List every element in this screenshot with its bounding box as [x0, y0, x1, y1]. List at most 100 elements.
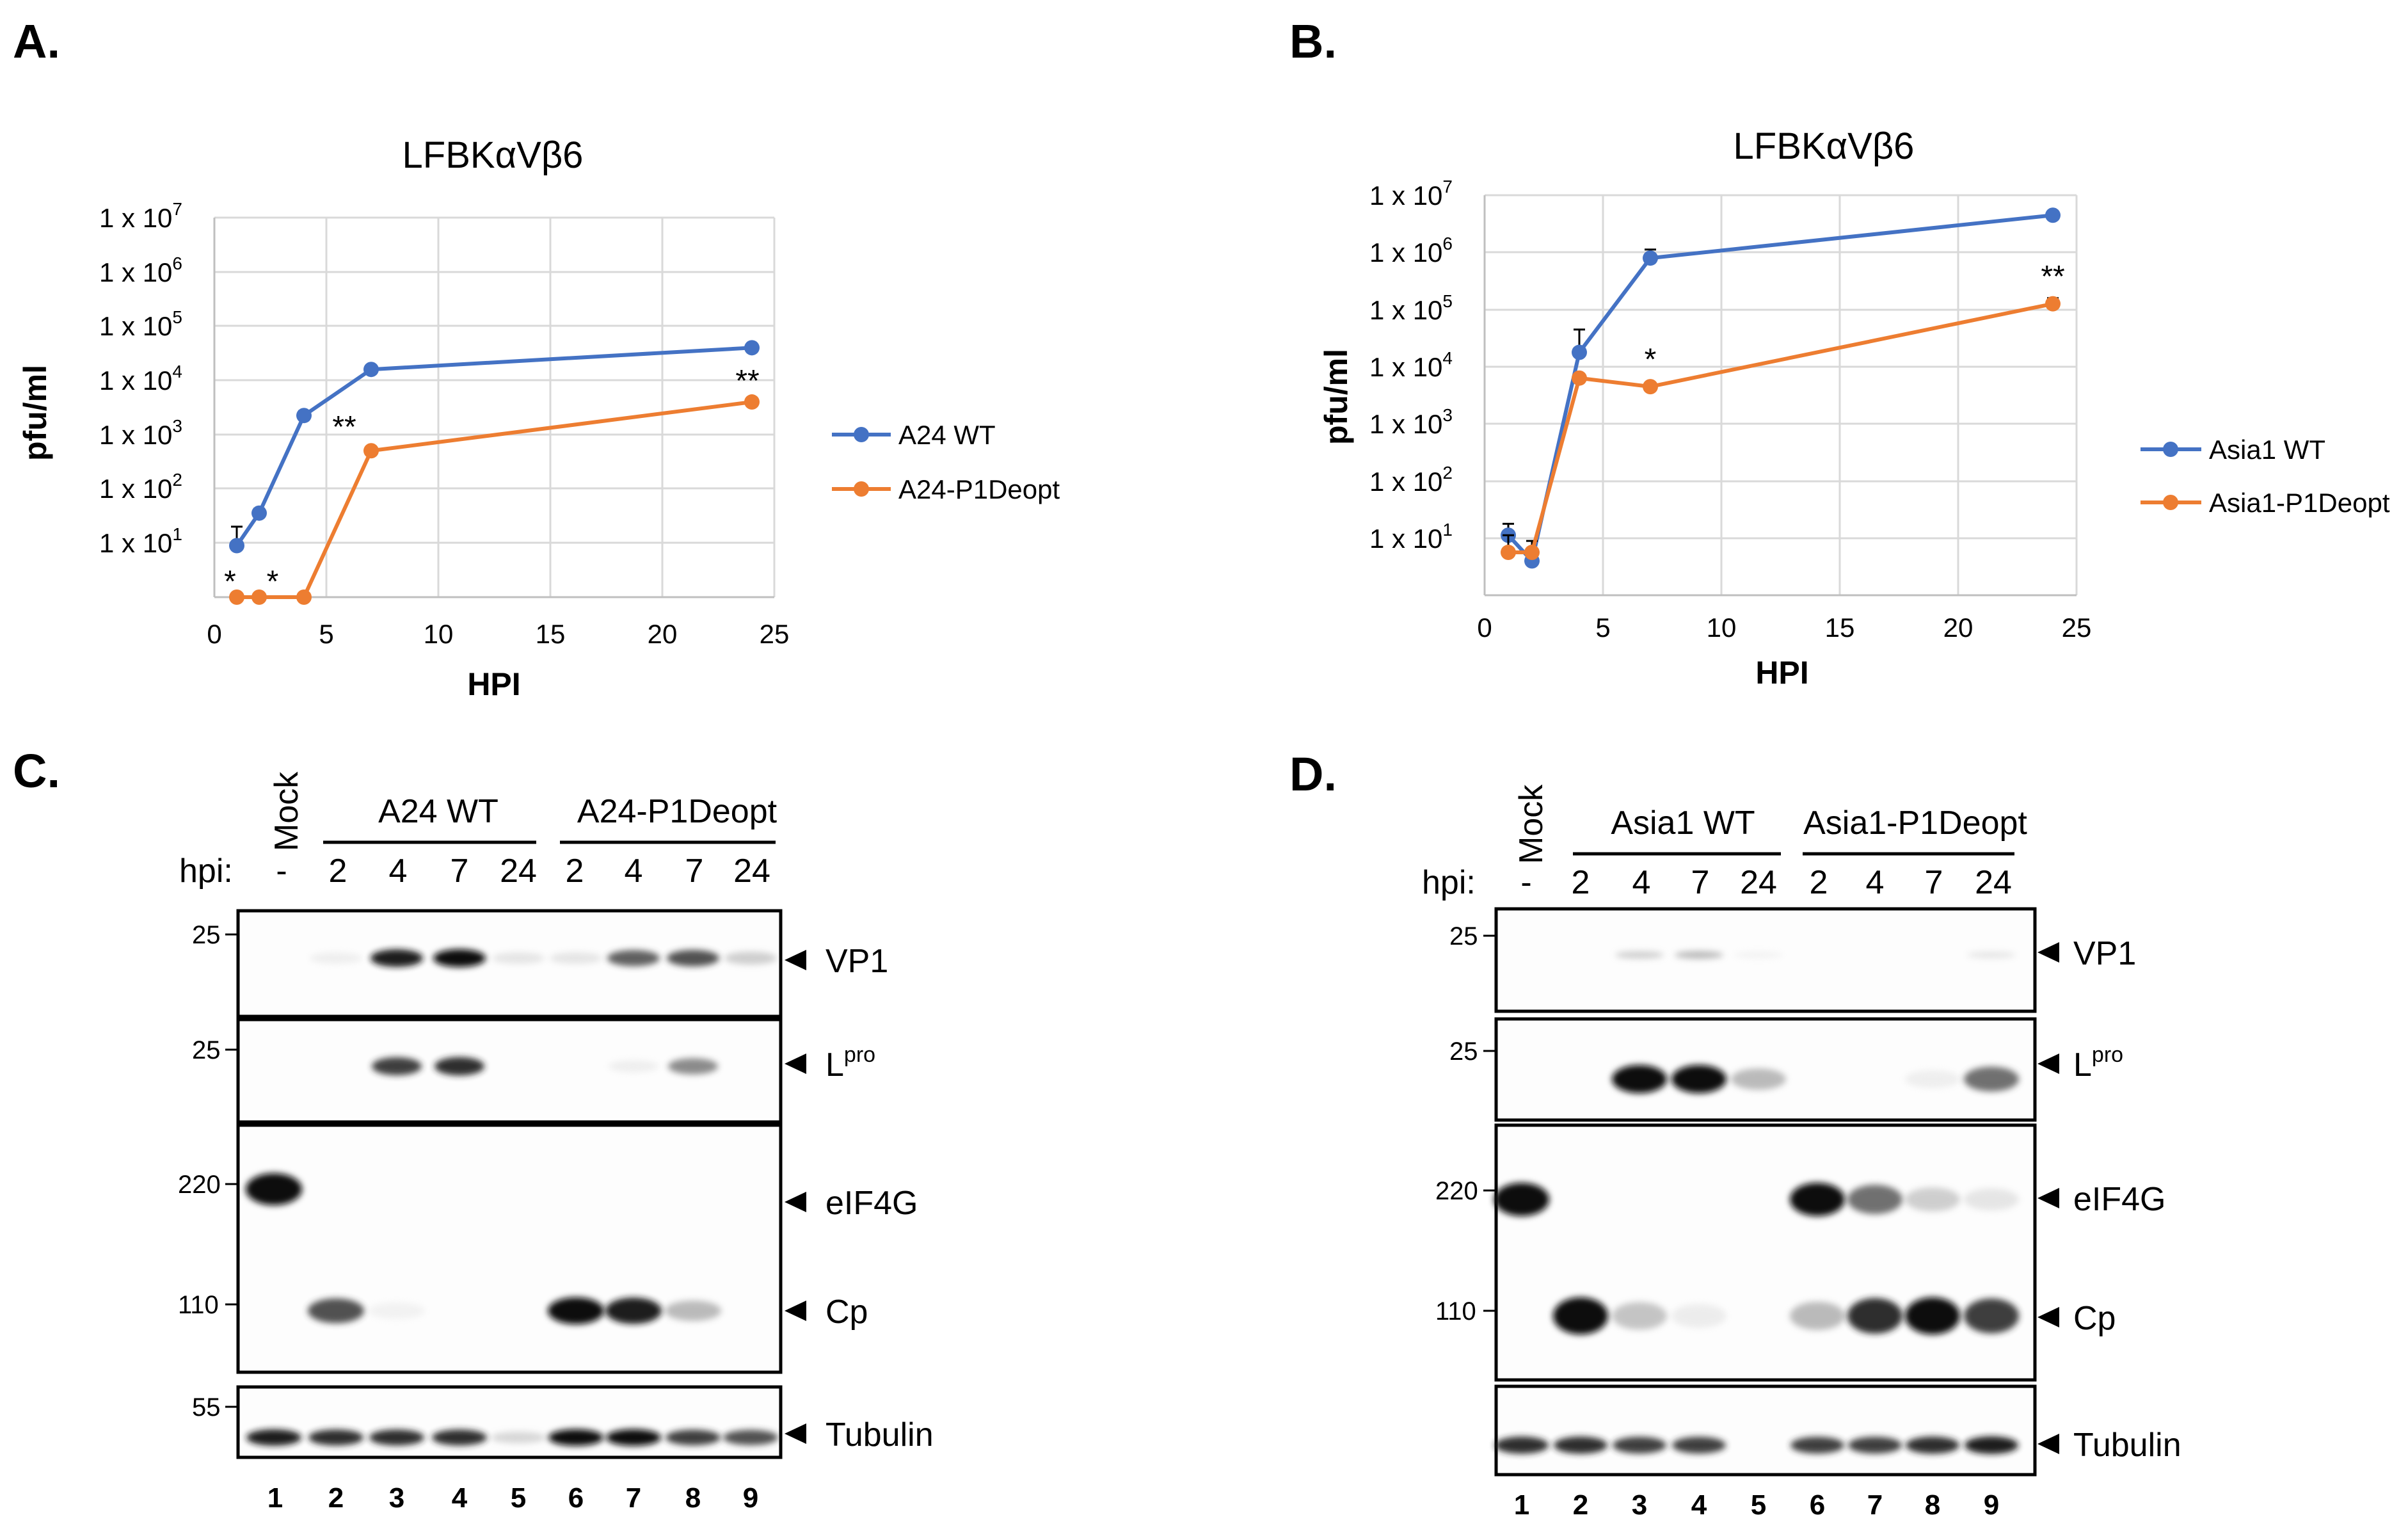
band-cp	[1612, 1302, 1667, 1330]
band-tubulin	[491, 1431, 546, 1444]
chart-a-significance-mark: **	[332, 410, 356, 444]
lane-number: 3	[389, 1482, 404, 1514]
chart-a-xtick-label: 20	[648, 619, 678, 649]
chart-a-xtick-label: 5	[319, 619, 333, 649]
lane-number: 5	[1751, 1489, 1766, 1521]
band-cp	[605, 1297, 662, 1324]
label-tubulin: Tubulin	[2073, 1427, 2181, 1464]
chart-a-ytick-label: 1 x 105	[99, 307, 182, 341]
band-vp1	[667, 950, 719, 966]
chart-b-ylabel: pfu/ml	[1318, 349, 1354, 445]
chart-a-point-0	[363, 362, 379, 378]
chart-a-significance-mark: *	[224, 565, 236, 599]
lane-number: 6	[568, 1482, 584, 1514]
label-vp1: VP1	[825, 943, 888, 980]
band-row	[1553, 1297, 2019, 1334]
chart-b-title: LFBKαVβ6	[1734, 125, 1915, 167]
mock-label: Mock	[268, 771, 305, 851]
chart-a-point-0	[229, 538, 244, 554]
chart-b-series-line-0	[1506, 213, 2053, 563]
chart-a-ytick-label: 1 x 102	[99, 470, 182, 504]
panel-d: D. Mock Asia1 WT Asia1-P1Deopt hpi: - 2 …	[1289, 748, 2181, 1521]
chart-a-significance-mark: *	[267, 565, 279, 599]
band-row	[246, 1173, 302, 1205]
time-label: 2	[1810, 864, 1828, 901]
lane-number: 6	[1810, 1489, 1825, 1521]
chart-b-xtick-label: 20	[1943, 613, 1973, 643]
band-cp	[665, 1301, 721, 1321]
band-lpro	[1905, 1070, 1960, 1088]
band-eif4g	[1964, 1188, 2019, 1211]
band-cp	[1790, 1301, 1845, 1331]
lane-number: 1	[1514, 1489, 1529, 1521]
lane-number: 4	[1691, 1489, 1707, 1521]
chart-b-xtick-labels: 0 5 10 15 20 25	[1477, 613, 2091, 643]
band-row	[1495, 1436, 2018, 1454]
band-tubulin	[1495, 1436, 1549, 1454]
chart-a-ytick-label: 1 x 104	[99, 362, 182, 396]
panel-b: B. LFBKαVβ6 1 x 101 1 x 10	[1289, 15, 2390, 691]
chart-b-point-0	[1572, 344, 1587, 360]
group1-label: Asia1 WT	[1611, 805, 1755, 842]
band-tubulin	[606, 1429, 661, 1446]
chart-b-xtick-label: 15	[1825, 613, 1855, 643]
band-cp	[1847, 1298, 1902, 1334]
band-lpro	[609, 1060, 658, 1073]
panel-d-letter: D.	[1289, 748, 1337, 801]
arrow-eif4g	[785, 1192, 806, 1212]
band-row	[246, 1429, 778, 1446]
blot-tubulin-box	[236, 1385, 783, 1459]
arrow-tubulin	[2037, 1434, 2059, 1454]
blot-boxes	[1494, 907, 2037, 1477]
chart-a-ytick-label: 1 x 107	[99, 199, 182, 233]
chart-a-grid	[213, 216, 776, 598]
lane-number: 8	[1925, 1489, 1940, 1521]
lane-number: 5	[511, 1482, 526, 1514]
label-cp: Cp	[2073, 1300, 2116, 1337]
time-label: 7	[451, 853, 469, 890]
legend-b-label-0: Asia1 WT	[2209, 435, 2325, 465]
time-label: 24	[1740, 864, 1777, 901]
arrow-lpro	[2037, 1053, 2059, 1074]
band-vp1	[550, 952, 602, 965]
band-lpro	[1671, 1065, 1726, 1093]
lane-number: 8	[685, 1482, 701, 1514]
chart-b-point-1	[2045, 296, 2061, 312]
mock-dash: -	[276, 853, 287, 890]
time-label: 2	[1572, 864, 1590, 901]
chart-b-ytick-label: 1 x 101	[1369, 520, 1453, 554]
mw-marker: 220	[1435, 1177, 1478, 1205]
band-eif4g	[1494, 1183, 1549, 1216]
chart-a-series-line-1	[237, 400, 753, 599]
time-label: 2	[329, 853, 347, 890]
chart-a-plot: * *****	[224, 340, 760, 605]
chart-a-point-0	[251, 505, 267, 521]
group2-label: Asia1-P1Deopt	[1803, 805, 2027, 842]
time-labels: 2 4 7 24 2 4 7 24	[329, 853, 770, 890]
chart-a-point-1	[229, 589, 244, 605]
panel-b-chart: LFBKαVβ6 1 x 101 1 x 102 1 x	[1318, 125, 2390, 691]
band-cp	[1671, 1304, 1726, 1328]
time-label: 24	[1975, 864, 2012, 901]
panel-a: A. LFBKαVβ6 1 x 101 1 x 10	[13, 15, 1060, 702]
lane-number: 3	[1632, 1489, 1647, 1521]
band-cp	[1905, 1297, 1960, 1334]
chart-b-point-0	[1643, 250, 1658, 266]
band-row	[372, 1057, 718, 1076]
blot-eif4g-cp-box	[1494, 1123, 2037, 1382]
lane-numbers: 1 2 3 4 5 6 7 8 9	[1514, 1489, 1999, 1521]
lane-number: 4	[452, 1482, 468, 1514]
mw-marker: 110	[178, 1291, 219, 1319]
band-lpro	[1731, 1068, 1786, 1090]
chart-a-ytick-label: 1 x 101	[99, 524, 182, 558]
band-eif4g	[1905, 1187, 1960, 1212]
chart-b-xtick-label: 5	[1595, 613, 1610, 643]
chart-a-point-1	[251, 589, 267, 605]
time-label: 24	[733, 853, 770, 890]
band-row	[1612, 1065, 2019, 1093]
time-label: 7	[1691, 864, 1710, 901]
chart-a-significance-mark: **	[735, 364, 759, 398]
band-vp1	[492, 952, 545, 965]
chart-a-point-1	[363, 443, 379, 459]
